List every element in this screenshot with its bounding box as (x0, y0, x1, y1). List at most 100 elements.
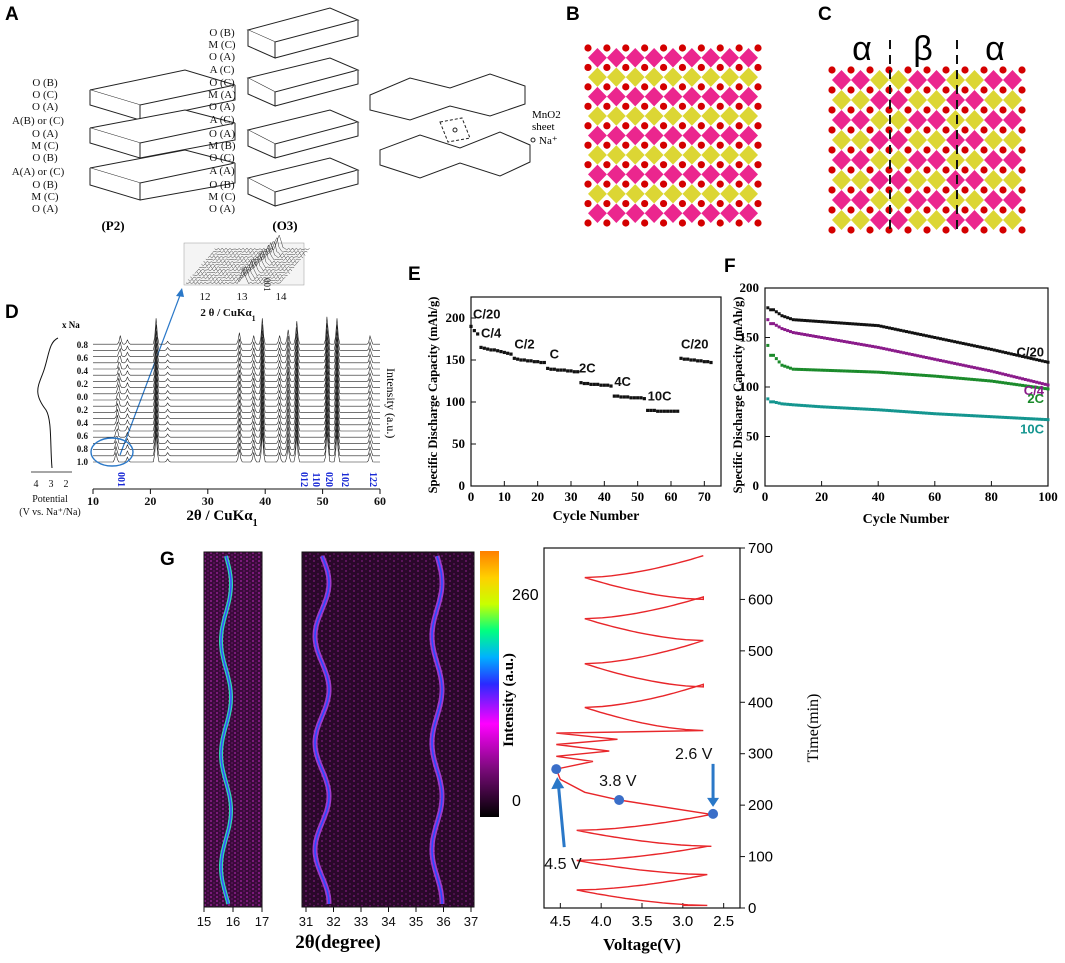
chart-e-ylabel: Specific Discharge Capacity (mAh/g) (426, 297, 440, 494)
f-data-point (811, 334, 815, 338)
oxygen-atom (584, 102, 592, 110)
f-data-point (786, 402, 790, 406)
f-data-point (981, 367, 985, 371)
xna-tick: 0.0 (77, 392, 89, 402)
oxygen-atom (828, 226, 836, 234)
f-data-point (984, 414, 988, 418)
heatmap-right-tick: 35 (409, 914, 423, 929)
e-data-point (526, 359, 530, 363)
f-data-point (879, 370, 883, 374)
f-data-point (766, 318, 770, 322)
f-data-point (842, 369, 846, 373)
f-data-point (845, 340, 849, 344)
octahedron (832, 70, 851, 90)
inset-diffraction-lines (185, 234, 310, 285)
octahedron (1003, 210, 1022, 230)
f-data-point (1015, 375, 1019, 379)
oxygen-atom (622, 180, 630, 188)
panel-c: C α β α (818, 4, 1026, 235)
e-data-point (662, 409, 666, 413)
f-data-point (794, 318, 798, 322)
f-data-point (921, 333, 925, 337)
octahedron (832, 110, 851, 130)
e-data-point (536, 360, 540, 364)
panel-label-b: B (566, 4, 580, 25)
e-y-tick: 200 (446, 310, 466, 325)
octahedron (965, 190, 984, 210)
f-data-point (831, 320, 835, 324)
xrd-pattern-trace (93, 406, 380, 438)
oxygen-atom (659, 44, 668, 52)
e-y-tick: 150 (446, 352, 466, 367)
f-data-point (882, 325, 886, 329)
e-data-point (489, 348, 493, 352)
f-data-point (921, 373, 925, 377)
f-data-point (998, 380, 1002, 384)
f-y-tick: 0 (753, 478, 760, 493)
octahedron (908, 170, 927, 190)
f-data-point (896, 328, 900, 332)
f-data-point (873, 408, 877, 412)
octahedron (889, 210, 908, 230)
xna-tick: 0.4 (77, 418, 89, 428)
oxygen-atom (942, 66, 950, 74)
f-data-point (771, 353, 775, 357)
f-data-point (888, 348, 892, 352)
oxygen-atom (999, 186, 1007, 194)
f-data-point (848, 322, 852, 326)
oxygen-atom (942, 146, 950, 154)
octahedron (832, 190, 851, 210)
octahedron (908, 90, 927, 110)
octahedron (663, 106, 683, 126)
e-data-point (596, 382, 600, 386)
oxygen-atom (735, 63, 743, 72)
oxygen-atom (980, 186, 988, 194)
e-data-point (676, 409, 680, 413)
panel-label-a: A (5, 4, 19, 25)
panel-label-e: E (408, 264, 421, 285)
f-data-point (902, 372, 906, 376)
f-data-point (788, 403, 792, 407)
f-data-point (1021, 377, 1025, 381)
e-x-tick: 50 (631, 489, 644, 504)
octahedron (682, 48, 702, 68)
f-data-point (825, 320, 829, 324)
f-data-point (1046, 418, 1050, 422)
f-data-point (1040, 382, 1044, 386)
p2-caption: (P2) (101, 218, 124, 233)
f-data-point (859, 342, 863, 346)
f-data-point (873, 323, 877, 327)
f-data-point (984, 346, 988, 350)
e-data-point (666, 409, 670, 413)
oxygen-atom (866, 106, 874, 114)
f-data-point (771, 322, 775, 326)
oxygen-atom (584, 63, 592, 72)
octahedron (851, 150, 870, 170)
octahedron (965, 90, 984, 110)
f-data-point (910, 353, 914, 357)
e-data-point (542, 360, 546, 365)
f-data-point (972, 366, 976, 370)
oxygen-atom (716, 102, 724, 110)
p2-layer-label: O (C) (32, 89, 58, 101)
f-data-point (845, 406, 849, 410)
octahedron (889, 190, 908, 210)
hkl-label: 012 (298, 472, 309, 487)
f-data-point (998, 415, 1002, 419)
f-data-point (930, 374, 934, 378)
panel-label-c: C (818, 4, 832, 25)
f-data-point (851, 369, 855, 373)
f-data-point (927, 374, 931, 378)
f-data-point (791, 367, 795, 371)
oxygen-atom (754, 83, 762, 91)
oxygen-atom (584, 180, 592, 188)
f-data-point (1021, 354, 1025, 358)
f-data-point (888, 371, 892, 375)
e-rate-label: 4C (614, 374, 631, 389)
f-data-point (955, 340, 959, 344)
xrd-pattern-trace (93, 341, 380, 370)
e-x-tick: 60 (665, 489, 678, 504)
f-data-point (1029, 385, 1033, 389)
f-data-point (961, 377, 965, 381)
f-series-label: C/4 (1024, 383, 1045, 398)
